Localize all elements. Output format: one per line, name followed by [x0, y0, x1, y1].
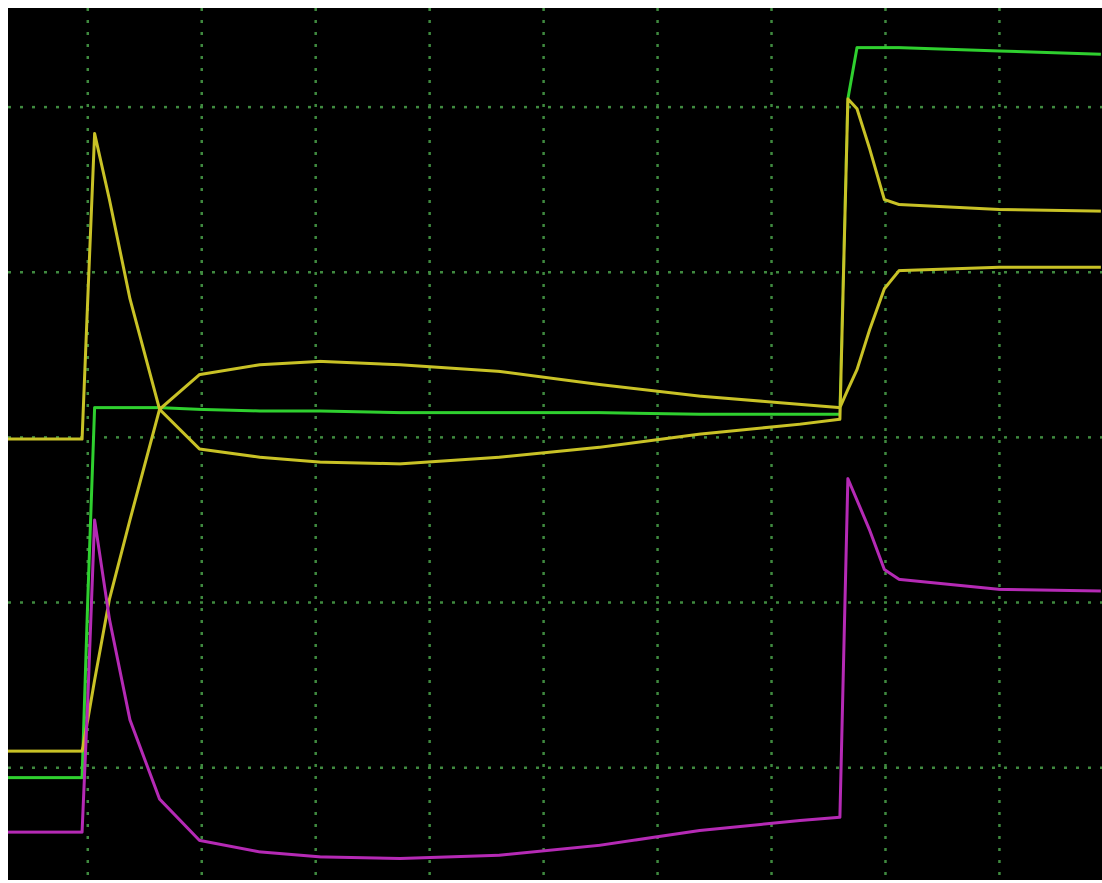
trace	[8, 46, 1101, 780]
plot-background	[8, 8, 1102, 880]
trace	[8, 97, 1101, 466]
trace	[8, 265, 1101, 753]
trace	[8, 477, 1101, 861]
